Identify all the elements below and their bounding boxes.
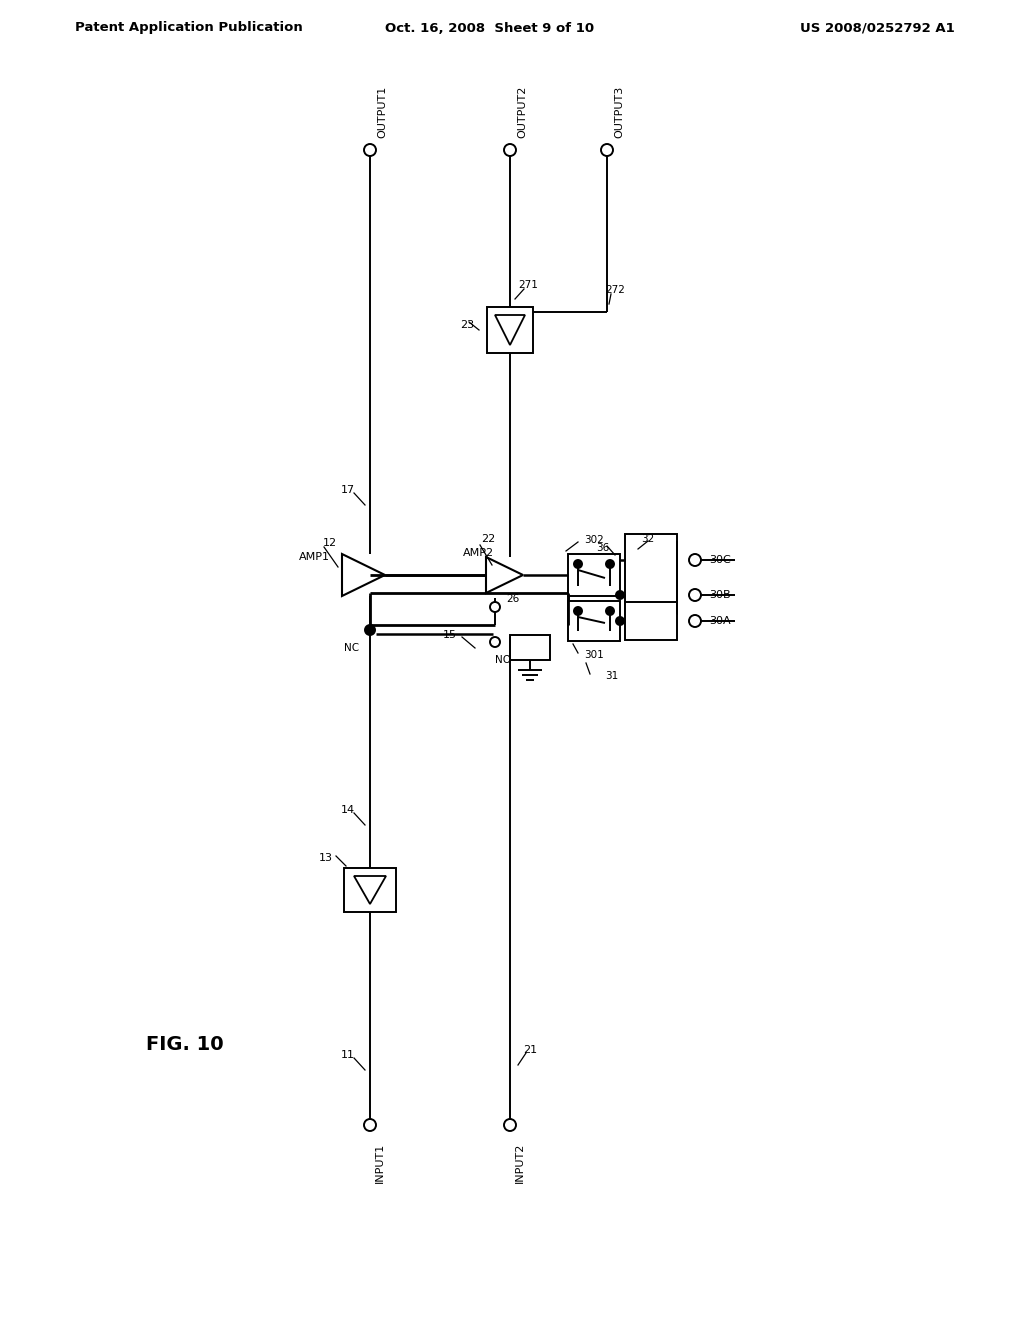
- Bar: [344, 869, 396, 912]
- Text: 13: 13: [319, 853, 333, 863]
- Text: OUTPUT3: OUTPUT3: [614, 86, 624, 139]
- Text: 26: 26: [507, 594, 519, 605]
- Circle shape: [616, 616, 624, 624]
- Circle shape: [490, 638, 500, 647]
- Text: 11: 11: [341, 1049, 355, 1060]
- Text: 21: 21: [523, 1045, 537, 1055]
- Text: INPUT1: INPUT1: [375, 1143, 385, 1183]
- Text: 15: 15: [443, 630, 457, 640]
- Circle shape: [601, 144, 613, 156]
- Text: AMP2: AMP2: [463, 548, 494, 558]
- Bar: [625, 535, 677, 614]
- Text: 36: 36: [596, 543, 609, 553]
- Text: 301: 301: [584, 649, 604, 660]
- Bar: [568, 601, 620, 642]
- Text: 12: 12: [323, 539, 337, 548]
- Text: FIG. 10: FIG. 10: [146, 1035, 224, 1055]
- Bar: [568, 554, 620, 597]
- Text: NC: NC: [344, 643, 359, 653]
- Circle shape: [606, 607, 614, 615]
- Circle shape: [689, 615, 701, 627]
- Bar: [510, 635, 550, 660]
- Bar: [625, 602, 677, 640]
- Circle shape: [504, 144, 516, 156]
- Text: OUTPUT1: OUTPUT1: [377, 86, 387, 139]
- Text: INPUT2: INPUT2: [515, 1143, 525, 1183]
- Text: OUTPUT2: OUTPUT2: [517, 86, 527, 139]
- Text: 30C: 30C: [710, 554, 731, 565]
- Text: 23: 23: [460, 319, 474, 330]
- Text: NO: NO: [495, 655, 511, 665]
- Circle shape: [490, 602, 500, 612]
- Bar: [487, 308, 534, 352]
- Text: Patent Application Publication: Patent Application Publication: [75, 21, 303, 34]
- Text: 14: 14: [341, 805, 355, 814]
- Text: 271: 271: [518, 280, 538, 290]
- Circle shape: [365, 624, 375, 635]
- Text: AMP1: AMP1: [299, 552, 330, 562]
- Circle shape: [364, 144, 376, 156]
- Circle shape: [574, 560, 582, 568]
- Text: Oct. 16, 2008  Sheet 9 of 10: Oct. 16, 2008 Sheet 9 of 10: [385, 21, 595, 34]
- Circle shape: [574, 607, 582, 615]
- Circle shape: [606, 560, 614, 568]
- Text: 17: 17: [341, 484, 355, 495]
- Circle shape: [689, 554, 701, 566]
- Text: 31: 31: [605, 671, 618, 681]
- Text: 30B: 30B: [710, 590, 731, 601]
- Text: US 2008/0252792 A1: US 2008/0252792 A1: [800, 21, 955, 34]
- Text: 32: 32: [641, 535, 654, 544]
- Circle shape: [689, 589, 701, 601]
- Text: 30A: 30A: [710, 616, 731, 626]
- Circle shape: [504, 1119, 516, 1131]
- Text: 272: 272: [605, 285, 625, 294]
- Text: 22: 22: [481, 535, 496, 544]
- Circle shape: [364, 1119, 376, 1131]
- Circle shape: [616, 591, 624, 599]
- Text: 302: 302: [584, 535, 604, 545]
